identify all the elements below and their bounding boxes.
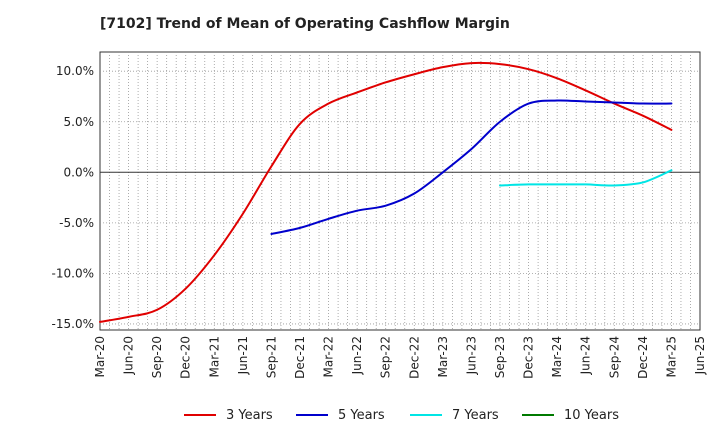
x-tick-label: Dec-20 <box>179 336 193 379</box>
x-tick-label: Sep-22 <box>379 336 393 378</box>
x-tick-label: Jun-25 <box>693 336 707 375</box>
y-tick-label: -15.0% <box>52 317 94 331</box>
y-tick-label: 0.0% <box>64 165 95 179</box>
legend-label: 5 Years <box>338 407 385 423</box>
x-tick-label: Jun-21 <box>236 336 250 375</box>
legend-label: 10 Years <box>564 407 619 423</box>
x-tick-label: Sep-23 <box>493 336 507 378</box>
y-tick-label: -10.0% <box>52 266 94 280</box>
x-tick-label: Dec-21 <box>293 336 307 379</box>
series-line-5-years <box>270 99 673 235</box>
legend-swatch <box>184 414 216 416</box>
x-tick-label: Dec-24 <box>636 336 650 379</box>
legend-item-5-years: 5 Years <box>296 404 385 426</box>
x-tick-label: Jun-24 <box>579 336 593 375</box>
x-tick-label: Mar-23 <box>436 336 450 377</box>
x-tick-label: Mar-22 <box>322 336 336 377</box>
legend-item-3-years: 3 Years <box>184 404 273 426</box>
x-tick-label: Mar-24 <box>550 336 564 377</box>
y-axis-tick-labels: -15.0% -10.0% -5.0% 0.0% 5.0% 10.0% <box>52 64 94 331</box>
series-line-7-years <box>499 169 673 187</box>
x-tick-label: Sep-21 <box>264 336 278 378</box>
y-tick-label: -5.0% <box>59 216 94 230</box>
legend: 3 Years 5 Years 7 Years 10 Years <box>0 404 720 426</box>
x-tick-label: Jun-22 <box>350 336 364 375</box>
x-tick-label: Sep-20 <box>150 336 164 378</box>
grid-lines <box>100 52 700 330</box>
legend-label: 7 Years <box>452 407 499 423</box>
x-tick-label: Jun-20 <box>122 336 136 375</box>
x-tick-label: Mar-21 <box>207 336 221 377</box>
legend-item-10-years: 10 Years <box>522 404 619 426</box>
legend-item-7-years: 7 Years <box>410 404 499 426</box>
x-tick-label: Dec-22 <box>407 336 421 379</box>
x-tick-label: Sep-24 <box>607 336 621 378</box>
x-tick-label: Dec-23 <box>522 336 536 379</box>
x-tick-label: Jun-23 <box>464 336 478 375</box>
legend-label: 3 Years <box>226 407 273 423</box>
legend-swatch <box>410 414 442 416</box>
x-axis-tick-labels: Mar-20 Jun-20 Sep-20 Dec-20 Mar-21 Jun-21 Sep-… <box>93 336 707 379</box>
series-line-3-years <box>99 61 673 323</box>
plot-area <box>99 51 701 331</box>
legend-swatch <box>296 414 328 416</box>
y-tick-label: 10.0% <box>56 64 94 78</box>
legend-swatch <box>522 414 554 416</box>
x-tick-label: Mar-25 <box>664 336 678 377</box>
chart-title: [7102] Trend of Mean of Operating Cashfl… <box>100 16 510 32</box>
series-lines <box>99 61 673 323</box>
x-tick-label: Mar-20 <box>93 336 107 377</box>
y-tick-label: 5.0% <box>64 115 95 129</box>
